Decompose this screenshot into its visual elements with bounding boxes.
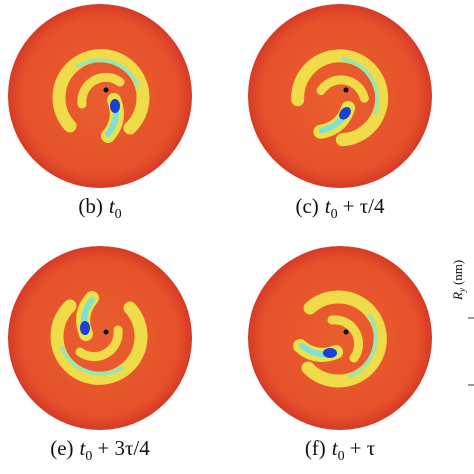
outer-ring-core <box>76 58 140 88</box>
inner-ring <box>327 315 364 363</box>
outer-ring-core <box>60 346 124 376</box>
center-dot <box>103 87 109 93</box>
outer-ring <box>52 49 150 135</box>
panel: (e) t0 + 3τ/4 <box>8 246 192 464</box>
panel-rest: + 3τ/4 <box>97 436 150 460</box>
outer-ring <box>50 299 148 385</box>
disk <box>248 4 432 188</box>
inner-ring <box>75 325 123 362</box>
panel: (b) t0 <box>8 4 192 222</box>
panel-label: (b) t0 <box>78 194 121 222</box>
peak <box>323 348 337 358</box>
center-dot <box>343 329 349 335</box>
disk <box>248 246 432 430</box>
density-pattern <box>291 49 389 147</box>
outer-ring-core <box>348 314 378 378</box>
outer-ring <box>301 290 387 388</box>
panel-rest: + τ <box>350 436 376 460</box>
panel-tag: (e) <box>50 436 73 460</box>
panel-tag: (f) <box>305 436 326 460</box>
disk <box>8 246 192 430</box>
density-pattern <box>293 290 387 388</box>
panel-label: (e) t0 + 3τ/4 <box>50 436 150 464</box>
peak <box>80 321 90 335</box>
panel-label: (f) t0 + τ <box>305 436 375 464</box>
inner-ring <box>77 72 125 109</box>
center-dot <box>103 329 109 335</box>
panel-var: t <box>109 194 116 218</box>
panel-tag: (c) <box>295 194 318 218</box>
peak <box>110 99 120 113</box>
outer-ring-core <box>340 56 380 115</box>
panel: (c) t0 + τ/4 <box>248 4 432 222</box>
density-pattern <box>50 291 148 385</box>
panel-tag: (b) <box>78 194 103 218</box>
panel-label: (c) t0 + τ/4 <box>295 194 385 222</box>
panel-sub: 0 <box>331 207 338 222</box>
axis-label: Ry(nm) <box>450 260 467 301</box>
panels: (b) t0 (c) t0 + τ/4(e) t0 + 3τ/4 (f) t0 + τ <box>8 4 432 464</box>
outer-ring <box>291 49 389 147</box>
density-pattern <box>52 49 150 143</box>
panel: (f) t0 + τ <box>248 246 432 464</box>
disk <box>8 4 192 188</box>
peak <box>339 107 351 120</box>
panel-sub: 0 <box>115 207 122 222</box>
inner-ring <box>316 75 369 103</box>
panel-var: t <box>325 194 332 218</box>
panel-sub: 0 <box>85 449 92 464</box>
panel-var: t <box>80 436 87 460</box>
center-dot <box>343 87 349 93</box>
panel-rest: + τ/4 <box>343 194 385 218</box>
panel-sub: 0 <box>338 449 345 464</box>
panel-var: t <box>332 436 339 460</box>
